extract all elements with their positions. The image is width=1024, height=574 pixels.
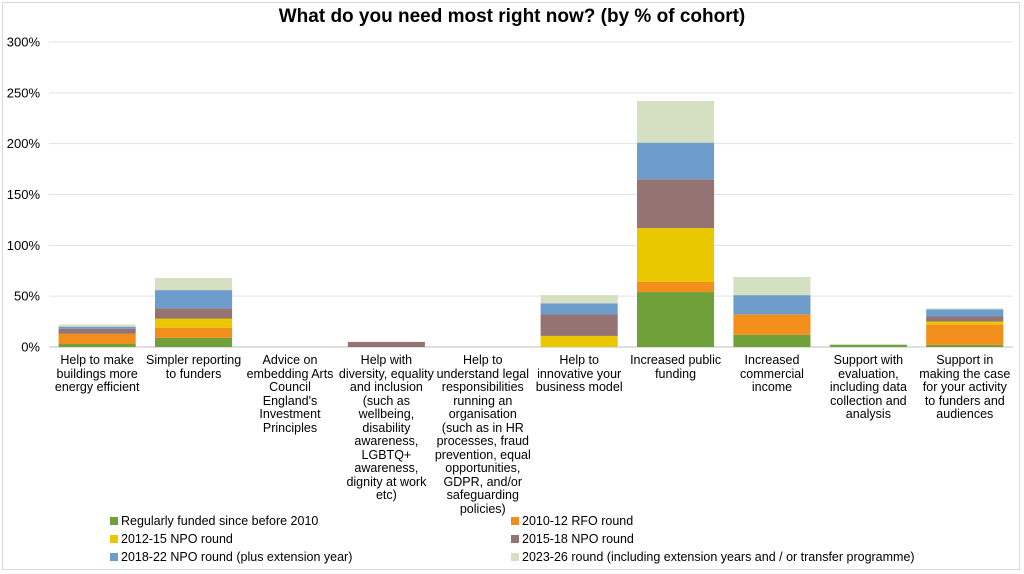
bar-segment: [540, 314, 618, 336]
category-label: Increased commercial income: [740, 353, 804, 394]
y-tick-label: 100%: [7, 238, 41, 253]
bar-segment: [155, 337, 233, 347]
bar-segment: [926, 321, 1004, 325]
category-label: Support in making the case for your acti…: [919, 353, 1011, 421]
bar-segment: [540, 303, 618, 315]
category-label: Help to make buildings more energy effic…: [54, 353, 140, 394]
legend-swatch: [511, 517, 519, 525]
bar-segment: [347, 341, 425, 347]
y-tick-label: 200%: [7, 136, 41, 151]
bar-segment: [829, 343, 907, 345]
legend-swatch: [511, 535, 519, 543]
legend-label: 2012-15 NPO round: [121, 532, 233, 546]
bar-segment: [637, 281, 715, 293]
legend-item: 2015-18 NPO round: [511, 532, 634, 546]
bar-segment: [540, 335, 618, 347]
bar-segment: [637, 179, 715, 229]
legend-item: 2023-26 round (including extension years…: [511, 550, 915, 564]
legend-item: 2010-12 RFO round: [511, 514, 633, 528]
bar-segment: [926, 324, 1004, 345]
bar-segment: [58, 343, 136, 347]
legend-swatch: [110, 553, 118, 561]
legend-item: 2018-22 NPO round (plus extension year): [110, 550, 352, 564]
category-label: Advice on embedding Arts Council England…: [246, 353, 334, 435]
bar-segment: [926, 308, 1004, 310]
category-label: Help to innovative your business model: [535, 353, 623, 394]
legend-label: 2010-12 RFO round: [522, 514, 634, 528]
y-tick-label: 300%: [7, 35, 41, 50]
bar-segment: [58, 324, 136, 327]
category-label: Simpler reporting to funders: [146, 353, 242, 381]
bar-segment: [829, 345, 907, 347]
category-label: Help with diversity, equality and inclus…: [338, 353, 434, 502]
bar-segment: [926, 309, 1004, 317]
bar-segment: [637, 101, 715, 143]
legend-swatch: [110, 517, 118, 525]
y-tick-label: 50%: [14, 289, 40, 304]
category-label: Increased public funding: [630, 353, 722, 381]
bar-segment: [637, 142, 715, 180]
bar-segment: [155, 290, 233, 309]
legend-swatch: [110, 535, 118, 543]
bar-segment: [58, 326, 136, 329]
legend-label: Regularly funded since before 2010: [121, 514, 319, 528]
bar-segment: [155, 318, 233, 328]
bar-segment: [637, 292, 715, 347]
bar-segment: [155, 277, 233, 291]
legend-item: 2012-15 NPO round: [110, 532, 233, 546]
y-tick-label: 0%: [21, 340, 40, 355]
bar-segment: [637, 228, 715, 282]
bar-segment: [58, 333, 136, 344]
bar-segment: [733, 314, 811, 335]
bar-segment: [926, 345, 1004, 347]
bar-segment: [733, 276, 811, 296]
legend-swatch: [511, 553, 519, 561]
bar-segment: [58, 328, 136, 334]
bar-segment: [926, 316, 1004, 322]
legend-label: 2018-22 NPO round (plus extension year): [121, 550, 353, 564]
category-label: Help to understand legal responsibilitie…: [434, 353, 531, 516]
legend-label: 2023-26 round (including extension years…: [522, 550, 915, 564]
category-label: Support with evaluation, including data …: [829, 353, 907, 421]
legend-label: 2015-18 NPO round: [522, 532, 634, 546]
bar-segment: [155, 327, 233, 338]
bar-segment: [733, 334, 811, 347]
bar-segment: [540, 295, 618, 304]
y-tick-label: 150%: [7, 187, 41, 202]
y-tick-label: 250%: [7, 85, 41, 100]
bar-segment: [155, 308, 233, 319]
legend-item: Regularly funded since before 2010: [110, 514, 318, 528]
chart-title: What do you need most right now? (by % o…: [278, 6, 746, 27]
bar-segment: [733, 295, 811, 315]
